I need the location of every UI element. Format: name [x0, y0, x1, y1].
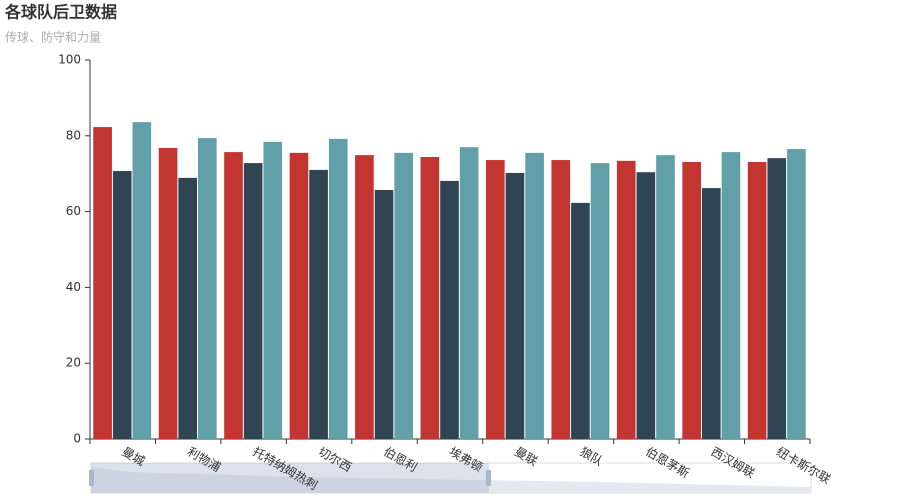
bar — [158, 147, 178, 440]
bar — [505, 172, 525, 439]
zoom-range[interactable] — [91, 463, 489, 493]
chart-title: 各球队后卫数据 — [4, 3, 117, 22]
y-tick-label: 20 — [66, 356, 81, 370]
y-tick-label: 40 — [66, 280, 81, 294]
bar — [656, 155, 675, 439]
bar — [702, 188, 721, 439]
bar — [198, 138, 217, 439]
bar — [355, 155, 374, 439]
zoom-handle[interactable] — [89, 470, 94, 486]
x-tick-label: 纽卡斯尔联 — [774, 444, 833, 487]
bar — [525, 152, 544, 440]
bar — [440, 180, 459, 439]
y-tick-label: 100 — [58, 53, 81, 67]
bar — [747, 161, 767, 440]
x-tick-label: 狼队 — [578, 444, 606, 469]
y-tick-label: 60 — [66, 204, 81, 218]
bar — [289, 152, 309, 440]
bar — [112, 171, 132, 439]
bar — [328, 138, 348, 439]
bar — [420, 157, 440, 440]
bar — [682, 161, 701, 440]
bar — [486, 160, 505, 439]
bar — [616, 160, 636, 439]
bar — [132, 122, 152, 439]
bar — [178, 177, 197, 439]
bar — [590, 163, 610, 439]
bar — [571, 202, 590, 439]
y-tick-label: 0 — [73, 432, 81, 446]
bar — [309, 169, 328, 439]
bar — [767, 158, 787, 439]
bar — [243, 163, 263, 439]
chart-subtitle: 传球、防守和力量 — [5, 30, 101, 45]
bar — [787, 149, 806, 439]
bar — [636, 172, 656, 439]
bar — [224, 152, 243, 440]
bar — [459, 147, 479, 440]
bar — [394, 152, 413, 440]
y-tick-label: 80 — [66, 128, 81, 142]
zoom-shadow — [91, 467, 811, 493]
data-zoom[interactable] — [89, 462, 812, 494]
zoom-handle[interactable] — [486, 470, 491, 486]
bar — [374, 189, 394, 439]
bar — [263, 141, 283, 439]
bar — [551, 160, 571, 439]
bar — [93, 127, 112, 439]
x-tick-label: 曼联 — [512, 445, 540, 469]
bar — [721, 152, 741, 440]
x-tick-label: 伯恩茅斯 — [643, 444, 692, 481]
